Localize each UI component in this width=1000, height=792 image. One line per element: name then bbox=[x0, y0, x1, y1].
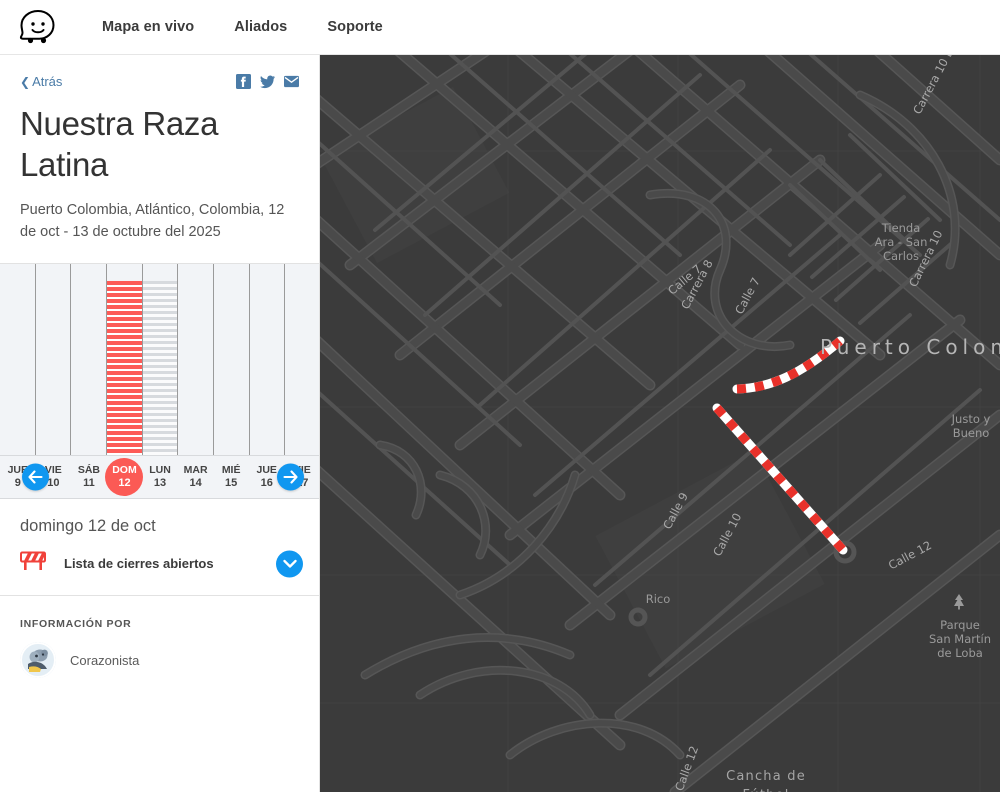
event-location-dates: Puerto Colombia, Atlántico, Colombia, 12… bbox=[20, 202, 285, 240]
chevron-left-icon: ❮ bbox=[20, 74, 31, 89]
day-number: 14 bbox=[189, 477, 202, 489]
facebook-icon[interactable] bbox=[236, 74, 251, 89]
timeline-bar-next bbox=[142, 281, 178, 455]
back-button-label: Atrás bbox=[32, 74, 63, 89]
day-number: 13 bbox=[153, 477, 167, 489]
timeline-col-9[interactable] bbox=[0, 264, 36, 455]
day-number: 15 bbox=[225, 477, 238, 489]
date-strip-day-13[interactable]: LUN 13 bbox=[142, 456, 178, 498]
top-navigation-bar: Mapa en vivo Aliados Soporte bbox=[0, 0, 1000, 55]
date-strip-day-14[interactable]: MAR 14 bbox=[178, 456, 214, 498]
selected-day-highlight bbox=[105, 458, 144, 496]
date-strip-day-10[interactable]: VIE 10 bbox=[36, 456, 72, 498]
day-weekday-label: MAR bbox=[183, 464, 208, 476]
email-icon[interactable] bbox=[284, 74, 299, 89]
date-strip-day-11[interactable]: SÁB 11 bbox=[71, 456, 107, 498]
day-number: 12 bbox=[118, 477, 131, 489]
nav-item-soporte[interactable]: Soporte bbox=[327, 19, 383, 35]
arrow-left-icon bbox=[28, 470, 43, 484]
timeline-col-15[interactable] bbox=[214, 264, 250, 455]
page-title: Nuestra Raza Latina bbox=[20, 105, 219, 183]
nav-item-mapa-en-vivo[interactable]: Mapa en vivo bbox=[102, 19, 195, 35]
timeline-col-11[interactable] bbox=[71, 264, 108, 455]
day-number: 11 bbox=[83, 477, 95, 489]
timeline-bar-active bbox=[107, 281, 142, 455]
waze-logo-icon[interactable] bbox=[16, 7, 60, 47]
back-and-share-row: ❮ Atrás bbox=[20, 74, 299, 89]
nav-items: Mapa en vivo Aliados Soporte bbox=[82, 19, 403, 35]
day-weekday-label: SÁB bbox=[77, 464, 100, 476]
timeline-col-10[interactable] bbox=[36, 264, 72, 455]
day-weekday-label: LUN bbox=[149, 464, 171, 476]
information-by-heading: INFORMACIÓN POR bbox=[20, 618, 132, 630]
day-weekday-label: VIE bbox=[44, 464, 62, 476]
closure-segment-2 bbox=[712, 403, 848, 555]
expand-closures-button[interactable] bbox=[276, 550, 303, 577]
day-weekday-label: MIÉ bbox=[221, 464, 241, 476]
date-strip-day-16[interactable]: JUE 16 bbox=[249, 456, 285, 498]
open-closures-label: Lista de cierres abiertos bbox=[64, 556, 214, 571]
closure-timeline-chart[interactable] bbox=[0, 263, 319, 455]
arrow-right-icon bbox=[283, 470, 298, 484]
date-strip-day-15[interactable]: MIÉ 15 bbox=[213, 456, 249, 498]
day-weekday-label: JUE bbox=[256, 464, 277, 476]
date-strip: JUE 9 VIE 10 SÁB 11 DOM 12 LUN 13 MAR bbox=[0, 455, 319, 499]
back-button[interactable]: ❮ Atrás bbox=[20, 74, 62, 89]
social-share-group bbox=[236, 74, 299, 89]
twitter-icon[interactable] bbox=[260, 74, 275, 89]
timeline-col-17[interactable] bbox=[285, 264, 319, 455]
chevron-down-icon bbox=[282, 559, 297, 568]
map-roads bbox=[320, 55, 1000, 792]
next-days-button[interactable] bbox=[277, 463, 304, 491]
timeline-col-16[interactable] bbox=[250, 264, 286, 455]
day-number: 16 bbox=[260, 477, 273, 489]
timeline-col-12[interactable] bbox=[107, 264, 143, 455]
timeline-columns bbox=[0, 264, 319, 455]
event-detail-sidebar: ❮ Atrás bbox=[0, 55, 320, 792]
road-barrier-icon bbox=[20, 550, 46, 577]
closure-segment-1 bbox=[732, 336, 845, 394]
day-number: 10 bbox=[47, 477, 60, 489]
timeline-col-13[interactable] bbox=[142, 264, 179, 455]
timeline-col-14[interactable] bbox=[178, 264, 215, 455]
day-number: 9 bbox=[14, 477, 21, 489]
sidebar-header: ❮ Atrás bbox=[0, 55, 319, 263]
day-weekday-label: DOM bbox=[112, 464, 137, 476]
reporter-row[interactable]: Corazonista bbox=[20, 642, 299, 678]
nav-item-aliados[interactable]: Aliados bbox=[234, 19, 288, 35]
date-strip-day-12-selected[interactable]: DOM 12 bbox=[105, 456, 144, 498]
selected-day-title: domingo 12 de oct bbox=[20, 517, 156, 535]
avatar-icon bbox=[20, 642, 56, 678]
reporter-name: Corazonista bbox=[70, 652, 140, 668]
previous-days-button[interactable] bbox=[22, 463, 49, 491]
open-closures-row[interactable]: Lista de cierres abiertos bbox=[0, 550, 319, 596]
information-by-section: INFORMACIÓN POR bbox=[0, 596, 319, 678]
